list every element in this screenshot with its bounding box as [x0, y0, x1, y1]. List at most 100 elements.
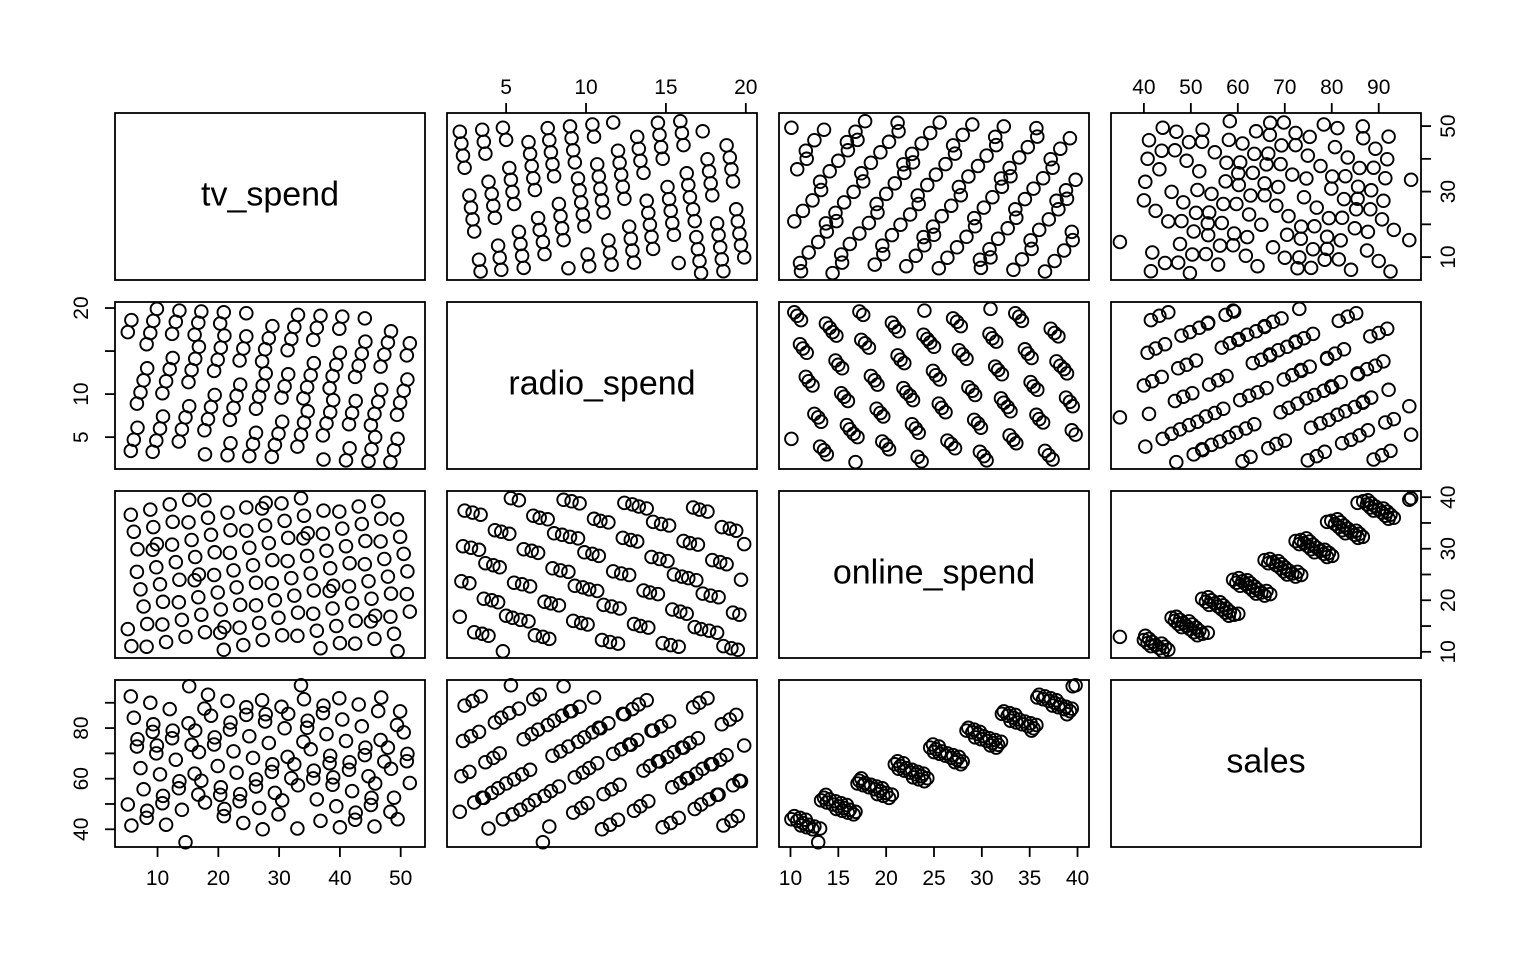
data-point: [361, 573, 376, 589]
data-point: [846, 184, 861, 200]
data-point: [474, 626, 490, 642]
data-point: [725, 605, 741, 620]
axis-tick-label: 10: [1437, 640, 1460, 663]
data-point: [629, 534, 645, 549]
data-point: [917, 238, 932, 253]
data-point: [1222, 113, 1238, 129]
data-point: [248, 779, 264, 794]
data-point: [813, 414, 829, 429]
data-point: [1221, 132, 1237, 148]
data-point: [1035, 170, 1051, 186]
data-point: [873, 405, 888, 421]
data-point: [982, 241, 997, 257]
data-point: [1053, 141, 1068, 156]
data-point: [556, 232, 571, 248]
data-point: [695, 124, 710, 139]
axis-tick-label: 15: [654, 76, 677, 99]
data-point: [712, 554, 728, 570]
data-point: [367, 429, 383, 445]
data-point: [671, 639, 686, 654]
data-point: [1176, 389, 1191, 404]
data-point: [146, 717, 161, 732]
data-point: [315, 526, 331, 542]
data-point: [546, 168, 562, 184]
data-point: [206, 567, 222, 583]
axis-tick-label: 40: [1437, 486, 1460, 509]
data-point: [1068, 172, 1083, 188]
data-point: [1376, 354, 1391, 369]
data-point: [565, 613, 581, 629]
data-point: [602, 634, 618, 650]
data-point: [466, 224, 482, 239]
data-point: [210, 758, 225, 774]
data-point: [377, 551, 392, 567]
data-point: [1231, 331, 1247, 347]
data-point: [1245, 583, 1261, 598]
data-point: [705, 552, 720, 568]
data-point: [1145, 245, 1160, 260]
data-point: [1241, 207, 1257, 222]
data-point: [878, 186, 894, 202]
data-point: [565, 805, 581, 820]
data-point: [825, 324, 840, 340]
data-point: [1014, 252, 1030, 267]
data-point: [1201, 597, 1217, 613]
data-point: [396, 725, 411, 740]
data-point: [674, 569, 690, 584]
data-point: [585, 546, 600, 562]
panel-frame: [1110, 679, 1422, 848]
data-point: [1152, 162, 1167, 177]
data-point: [344, 596, 360, 611]
data-point: [129, 739, 145, 754]
data-point: [1378, 508, 1393, 523]
data-point: [290, 778, 306, 793]
data-point: [575, 765, 591, 780]
data-point: [876, 246, 891, 262]
data-point: [1309, 448, 1324, 464]
data-point: [197, 447, 213, 462]
data-point: [258, 706, 273, 722]
diagonal-label-radio_spend: radio_spend: [508, 364, 695, 402]
data-point: [585, 725, 600, 740]
data-point: [1212, 434, 1228, 449]
data-point: [1041, 447, 1057, 463]
data-point: [120, 621, 136, 637]
data-point: [801, 245, 816, 260]
panel-online_spend-vs-radio_spend: [446, 490, 758, 659]
data-point: [561, 260, 576, 276]
data-point: [1026, 379, 1041, 394]
data-point: [692, 502, 707, 517]
data-point: [239, 500, 254, 515]
data-point: [1192, 320, 1207, 336]
data-point: [245, 557, 261, 573]
data-point: [1186, 624, 1201, 640]
data-point: [383, 609, 398, 625]
data-point: [239, 305, 254, 321]
data-point: [1336, 342, 1352, 357]
data-point: [1190, 628, 1205, 643]
data-point: [537, 594, 552, 610]
data-point: [967, 730, 983, 745]
data-point: [897, 355, 912, 371]
data-point: [905, 392, 921, 408]
data-point: [325, 578, 341, 594]
data-point: [514, 577, 530, 592]
data-point: [988, 334, 1004, 349]
data-point: [325, 392, 341, 408]
data-point: [124, 312, 139, 328]
data-point: [498, 776, 514, 791]
data-point: [267, 593, 283, 608]
data-point: [966, 210, 982, 226]
data-point: [965, 117, 980, 132]
data-point: [1154, 369, 1169, 385]
data-point: [725, 174, 741, 189]
data-point: [363, 797, 379, 813]
data-point: [1047, 325, 1062, 341]
data-point: [242, 728, 257, 744]
data-point: [222, 545, 238, 561]
axis-tick-label: 20: [874, 867, 897, 890]
data-point: [1300, 148, 1316, 163]
data-point: [1141, 132, 1157, 148]
data-point: [1279, 227, 1295, 243]
data-point: [1232, 392, 1248, 408]
